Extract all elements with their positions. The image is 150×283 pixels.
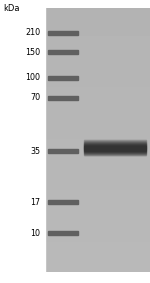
Text: 70: 70 [30,93,40,102]
Text: kDa: kDa [3,4,20,13]
Bar [0,0,45,283]
Text: 210: 210 [25,28,40,37]
Bar [48,231,78,235]
Bar [48,50,78,54]
Text: 35: 35 [30,147,40,156]
Text: 100: 100 [26,73,40,82]
Bar [48,149,78,153]
Text: 17: 17 [30,198,40,207]
Text: 10: 10 [30,229,40,238]
Bar [48,96,78,100]
Bar [48,76,78,80]
Text: 150: 150 [25,48,40,57]
Bar [48,31,78,35]
Bar [48,200,78,204]
